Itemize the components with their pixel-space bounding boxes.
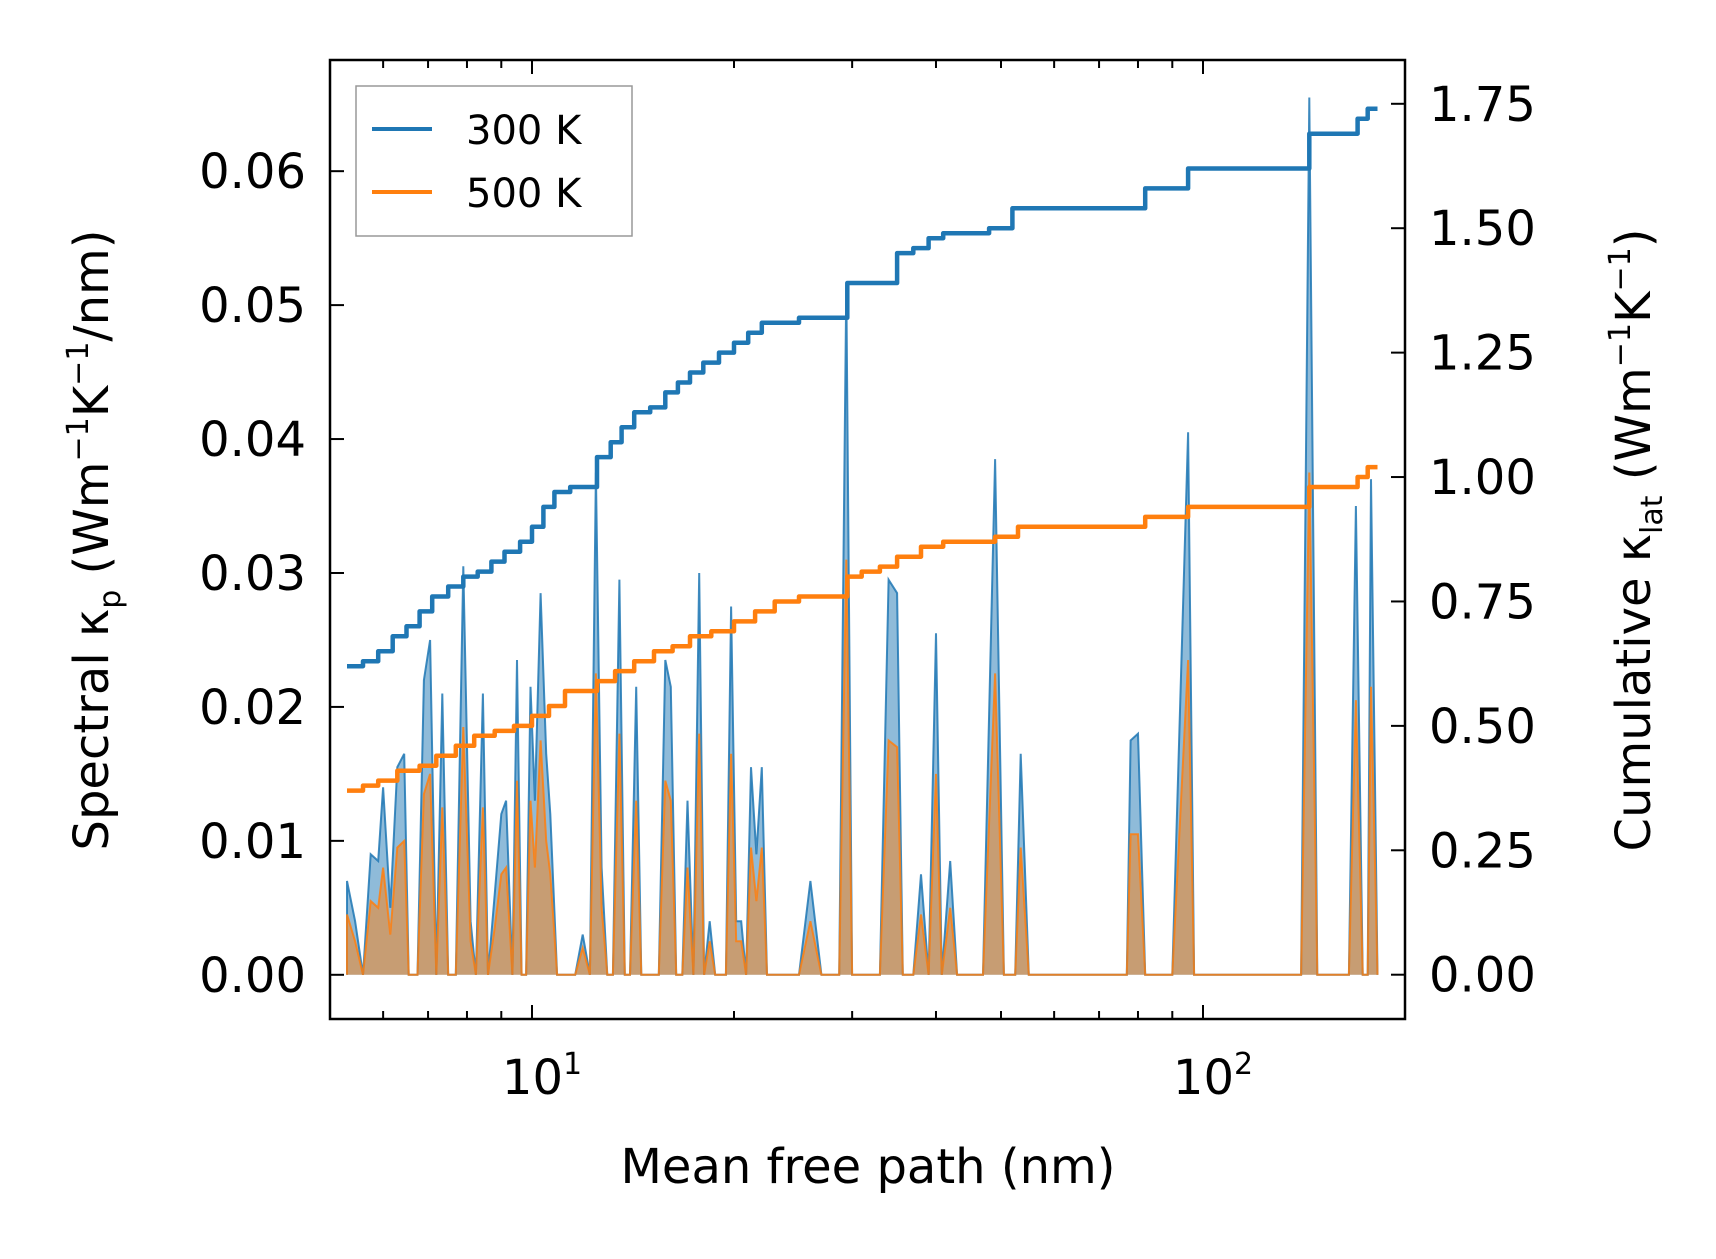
y-right-tick-label: 0.75	[1429, 574, 1536, 630]
y-left-tick-label: 0.05	[199, 278, 306, 334]
spectral-line-500k	[346, 472, 1379, 976]
cumulative-line-500k	[347, 464, 1378, 793]
y-right-tick-label: 1.75	[1429, 77, 1536, 133]
y-right-tick-label: 1.00	[1429, 450, 1536, 506]
y-left-tick-label: 0.04	[199, 412, 306, 468]
y-right-tick-label: 1.50	[1429, 201, 1536, 257]
y-left-tick-label: 0.00	[199, 948, 306, 1004]
y-right-tick-label: 0.25	[1429, 823, 1536, 879]
y-left-tick-label: 0.03	[199, 546, 306, 602]
axis-ticks	[329, 60, 1406, 1019]
y-left-tick-label: 0.06	[199, 144, 306, 200]
x-tick-label: 102	[1173, 1047, 1253, 1106]
y-left-tick-label: 0.01	[199, 814, 306, 870]
y-right-tick-label: 1.25	[1429, 326, 1536, 382]
legend-box	[355, 85, 633, 237]
legend-label-300k: 300 K	[466, 108, 583, 154]
cumulative-lines	[347, 106, 1378, 793]
y-left-axis-title: Spectral κp (Wm−1K−1/nm)	[61, 230, 128, 851]
x-axis-title: Mean free path (nm)	[621, 1139, 1116, 1195]
y-right-tick-label: 0.00	[1429, 948, 1536, 1004]
legend-label-500k: 500 K	[466, 171, 583, 217]
spectral-lines	[346, 97, 1379, 976]
y-right-tick-label: 0.50	[1429, 699, 1536, 755]
plot-frame	[328, 58, 1407, 1021]
y-left-tick-label: 0.02	[199, 680, 306, 736]
cumulative-line-300k	[347, 106, 1378, 669]
legend: 300 K 500 K	[355, 85, 633, 237]
y-right-axis-title: Cumulative κlat (Wm−1K−1)	[1603, 229, 1670, 852]
x-tick-label: 101	[502, 1047, 582, 1106]
